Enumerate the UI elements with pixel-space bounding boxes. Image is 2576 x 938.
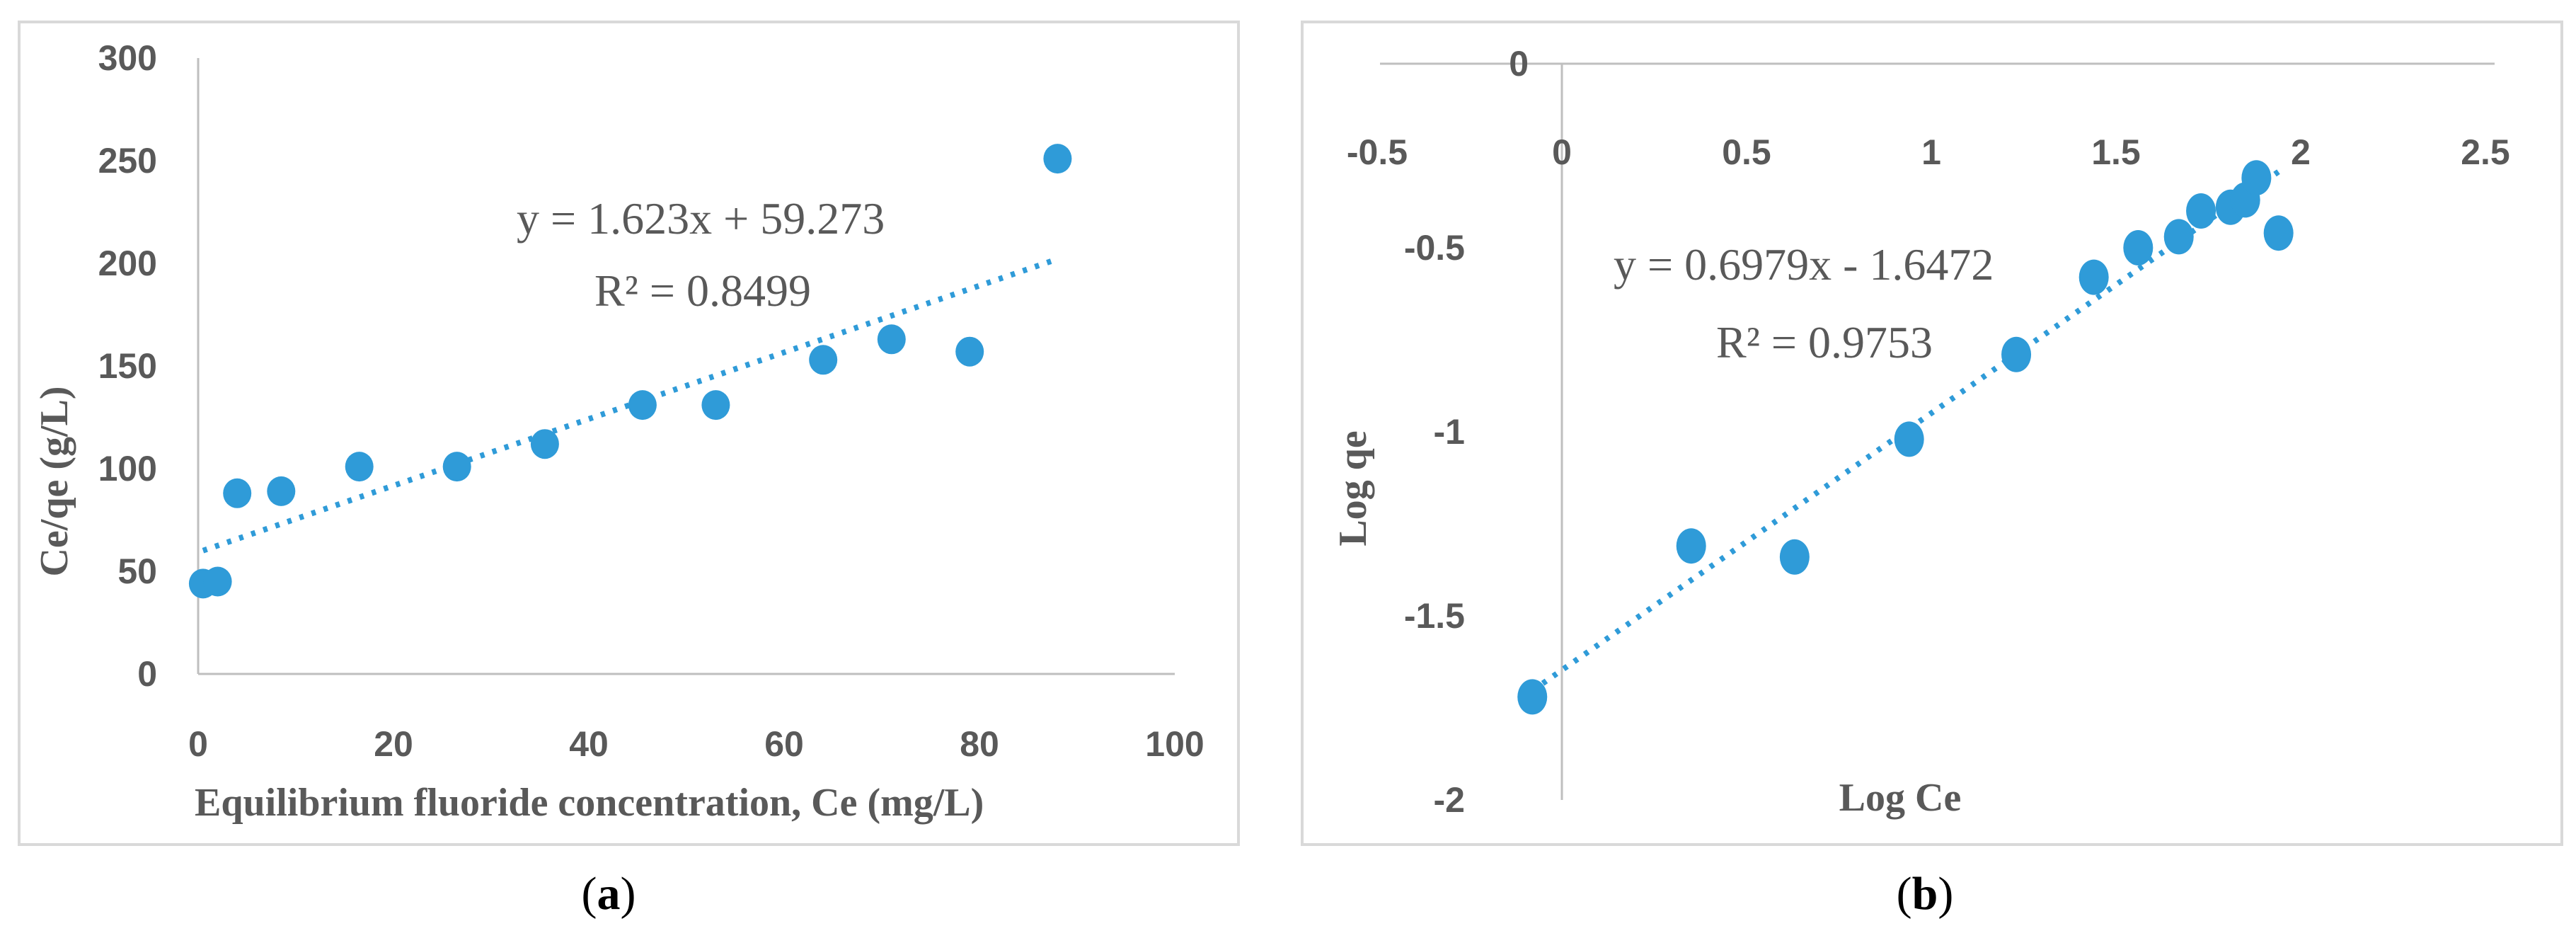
chart-b-x-tick-label: 0 (1552, 132, 1572, 172)
chart-b-data-point (2163, 219, 2194, 255)
chart-b-x-tick-label: 1 (1921, 132, 1941, 172)
chart-b-y-tick-label: -0.5 (1404, 228, 1465, 268)
chart-a-trendline (202, 256, 1059, 554)
chart-a-data-point (530, 429, 559, 459)
chart-a-data-point (701, 390, 730, 421)
chart-b-frame (1301, 21, 2563, 846)
chart-a-data-point (442, 452, 471, 482)
chart-a-x-axis-label: Equilibrium fluoride concentration, Ce (… (195, 781, 984, 825)
chart-b-data-point (1779, 539, 1810, 575)
chart-b-data-point (2241, 160, 2272, 196)
chart-b-data-point (2123, 230, 2154, 265)
caption-b: (b) (1896, 868, 1954, 920)
chart-b-data-point (2263, 215, 2294, 251)
chart-a-y-tick-label: 200 (98, 244, 157, 283)
chart-a-data-point (955, 336, 984, 367)
chart-b-y-tick-label: -2 (1434, 780, 1465, 820)
chart-a-equation: y = 1.623x + 59.273 (517, 193, 885, 244)
chart-a-data-point (267, 476, 296, 506)
chart-a-y-tick-label: 0 (137, 654, 157, 694)
chart-a-data-point (628, 390, 657, 421)
chart-b-data-point (1894, 421, 1924, 457)
chart-a-y-tick-label: 150 (98, 346, 157, 386)
chart-a-x-tick-label: 40 (569, 724, 609, 764)
chart-a-x-tick-label: 60 (764, 724, 804, 764)
chart-a-x-tick-label: 20 (374, 724, 413, 764)
chart-a-data-point (345, 452, 374, 482)
chart-b-data-point (1676, 528, 1706, 564)
chart-b-x-tick-label: 2 (2291, 132, 2311, 172)
chart-b-x-tick-label: 0.5 (1722, 132, 1771, 172)
chart-a-y-axis-label: Ce/qe (g/L) (33, 386, 76, 576)
chart-a-x-tick-label: 80 (960, 724, 999, 764)
chart-b-equation: y = 0.6979x - 1.6472 (1614, 239, 1994, 290)
chart-a-data-point (877, 324, 906, 355)
chart-b-x-tick-label: 2.5 (2461, 132, 2510, 172)
chart-b-y-tick-label: -1.5 (1404, 596, 1465, 636)
chart-a-y-tick-label: 300 (98, 38, 157, 78)
chart-a-y-tick-label: 50 (117, 551, 157, 591)
chart-a-data-point (1043, 144, 1072, 174)
chart-a-y-tick-label: 250 (98, 141, 157, 181)
chart-a-data-point (203, 566, 232, 597)
chart-b-data-point (2186, 193, 2216, 229)
caption-a: (a) (581, 868, 636, 920)
chart-a-frame (18, 21, 1240, 846)
chart-b-x-tick-label: -0.5 (1347, 132, 1408, 172)
chart-b-x-axis-label: Log Ce (1839, 776, 1962, 820)
chart-b-y-tick-label: -1 (1434, 412, 1465, 452)
chart-a-r-squared: R² = 0.8499 (594, 265, 811, 316)
chart-b-y-tick-label: 0 (1509, 44, 1529, 84)
chart-a-x-tick-label: 0 (188, 724, 208, 764)
chart-a-data-point (809, 345, 838, 375)
chart-b-data-point (2001, 336, 2032, 372)
chart-a-x-tick-label: 100 (1145, 724, 1204, 764)
chart-b-data-point (2078, 259, 2109, 295)
chart-a: 0 50 100 150 200 250 300 0 20 40 60 80 100 y = 1.62… (18, 21, 1240, 846)
chart-b-r-squared: R² = 0.9753 (1716, 317, 1933, 367)
chart-b-x-tick-label: 1.5 (2091, 132, 2141, 172)
chart-b: 0 -0.5 -1 -1.5 -2 -0.5 0 0.5 1 1.5 2 2.5 y = 0.697… (1301, 21, 2563, 846)
chart-a-data-point (223, 478, 252, 508)
chart-a-y-tick-label: 100 (98, 449, 157, 488)
chart-b-y-axis-label: Log qe (1331, 430, 1375, 546)
chart-b-data-point (1517, 679, 1548, 715)
